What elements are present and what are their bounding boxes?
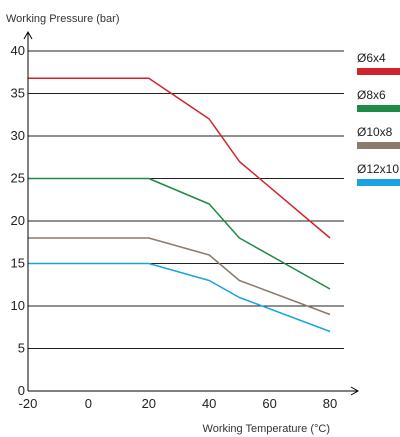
y-tick-label: 5 (18, 341, 25, 356)
y-tick-label: 15 (11, 256, 25, 271)
legend-swatch (357, 142, 400, 149)
series-lines (28, 77, 331, 333)
y-tick-label: 35 (11, 86, 25, 101)
x-tick-label: 0 (85, 396, 92, 411)
legend: Ø6x4 Ø8x6 Ø10x8 Ø12x10 (357, 51, 400, 186)
x-axis-arrow-icon (350, 386, 360, 396)
x-axis-title: Working Temperature (°C) (203, 423, 330, 435)
y-tick-label: 10 (11, 298, 25, 313)
legend-label: Ø8x6 (357, 88, 386, 102)
legend-label: Ø10x8 (357, 125, 393, 139)
y-tick-label: 30 (11, 128, 25, 143)
x-tick-label: 20 (142, 396, 156, 411)
series-line (28, 177, 331, 290)
grid-lines (28, 50, 344, 349)
legend-label: Ø12x10 (357, 162, 399, 176)
y-axis-arrow-icon (23, 30, 33, 40)
legend-swatch (357, 68, 400, 75)
legend-swatch (357, 105, 400, 112)
x-tick-label: -20 (19, 396, 38, 411)
x-tick-label: 60 (262, 396, 276, 411)
x-tick-label: 40 (202, 396, 216, 411)
series-line (28, 77, 331, 239)
y-tick-label: 0 (18, 383, 25, 398)
axes (23, 30, 360, 396)
y-tick-label: 40 (11, 43, 25, 58)
y-tick-label: 20 (11, 213, 25, 228)
x-tick-label: 80 (323, 396, 337, 411)
series-line (28, 237, 331, 316)
legend-swatch (357, 179, 400, 186)
series-line (28, 262, 331, 333)
y-tick-label: 25 (11, 171, 25, 186)
y-axis-title: Working Pressure (bar) (6, 13, 120, 25)
legend-label: Ø6x4 (357, 51, 386, 65)
